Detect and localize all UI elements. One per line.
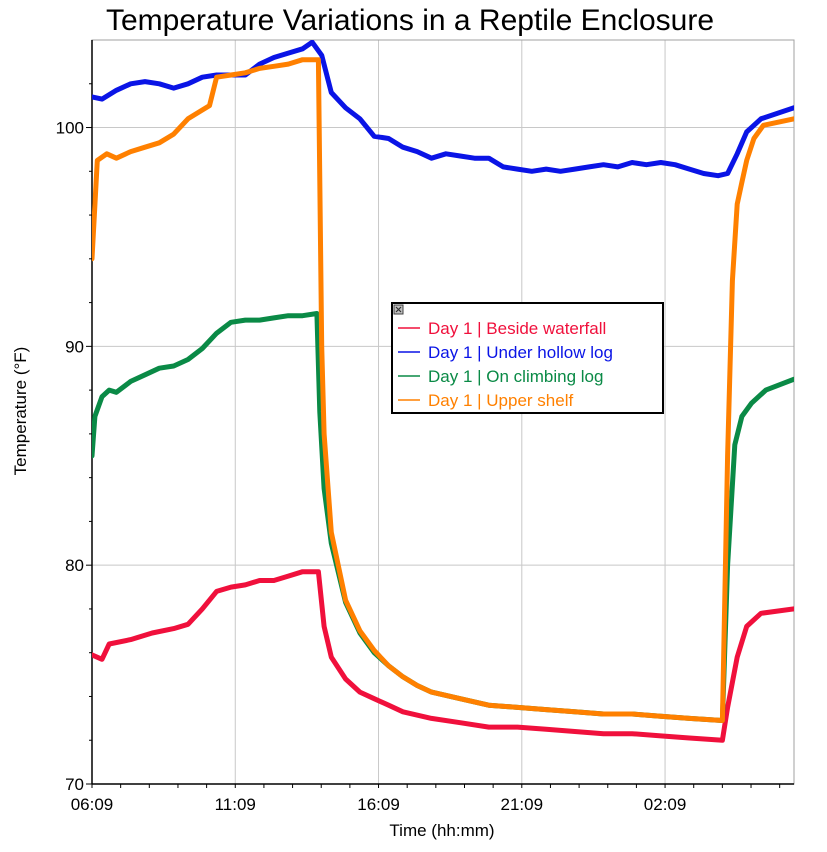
y-tick-label: 100 bbox=[56, 119, 84, 138]
y-tick-label: 80 bbox=[65, 556, 84, 575]
legend-label: Day 1 | Upper shelf bbox=[428, 391, 573, 410]
x-tick-label: 02:09 bbox=[644, 795, 687, 814]
series-line-2 bbox=[92, 40, 794, 179]
y-tick-label: 90 bbox=[65, 337, 84, 356]
legend-label: Day 1 | Under hollow log bbox=[428, 343, 613, 362]
x-tick-label: 06:09 bbox=[71, 795, 114, 814]
axes: 70 80 90 100 06:09 11:09 16:09 21:09 02:09 bbox=[56, 39, 795, 814]
series-line-4 bbox=[92, 57, 794, 723]
x-tick-label: 21:09 bbox=[501, 795, 544, 814]
legend-label: Day 1 | Beside waterfall bbox=[428, 319, 606, 338]
y-axis-label: Temperature (°F) bbox=[11, 347, 30, 476]
legend-box bbox=[391, 302, 664, 414]
series-lines bbox=[92, 40, 794, 743]
y-tick-label: 70 bbox=[65, 775, 84, 794]
legend-label: Day 1 | On climbing log bbox=[428, 367, 603, 386]
legend[interactable]: Day 1 | Beside waterfall Day 1 | Under ho… bbox=[391, 302, 664, 414]
series-line-1 bbox=[92, 569, 794, 743]
legend-close-icon-glyph bbox=[395, 306, 402, 313]
x-tick-label: 16:09 bbox=[357, 795, 400, 814]
chart-title: Temperature Variations in a Reptile Encl… bbox=[106, 4, 714, 37]
x-tick-label: 11:09 bbox=[215, 795, 256, 814]
x-axis-label: Time (hh:mm) bbox=[389, 821, 494, 840]
